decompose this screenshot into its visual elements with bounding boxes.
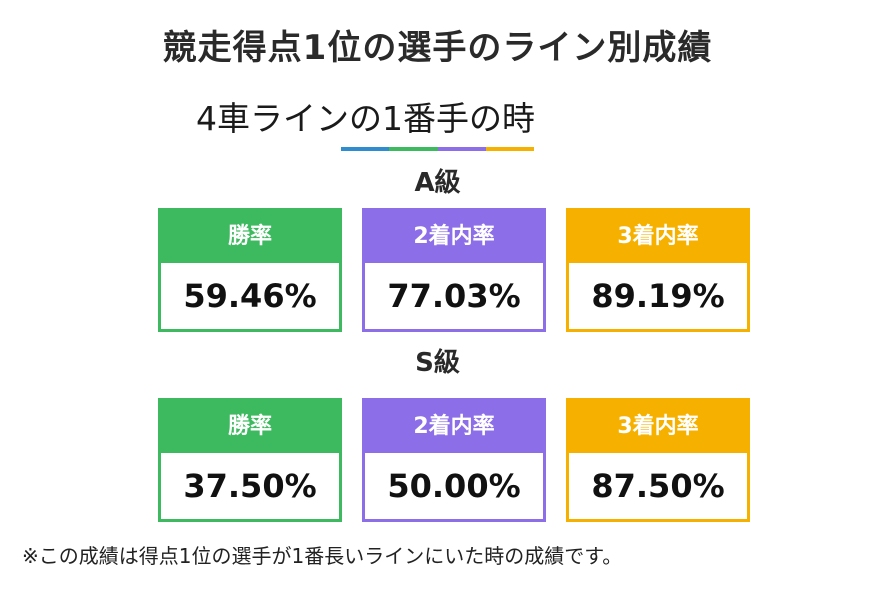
card-label: 2着内率 [365,211,543,263]
card-value: 77.03% [387,277,521,315]
card-a-top2-rate: 2着内率 77.03% [362,208,546,332]
card-label: 勝率 [161,401,339,453]
card-value: 59.46% [183,277,317,315]
divider-segment-green [389,147,438,151]
color-divider [341,147,534,151]
card-value: 37.50% [183,467,317,505]
card-a-top3-rate: 3着内率 89.19% [566,208,750,332]
page-title: 競走得点1位の選手のライン別成績 [162,28,713,68]
card-s-top2-rate: 2着内率 50.00% [362,398,546,522]
card-s-top3-rate: 3着内率 87.50% [566,398,750,522]
card-s-win-rate: 勝率 37.50% [158,398,342,522]
grade-a-label: A級 [414,168,461,198]
footnote: ※この成績は得点1位の選手が1番長いラインにいた時の成績です。 [22,544,623,568]
card-a-win-rate: 勝率 59.46% [158,208,342,332]
card-value: 89.19% [591,277,725,315]
grade-s-label: S級 [415,348,460,378]
divider-segment-purple [437,147,486,151]
card-label: 3着内率 [569,211,747,263]
card-value: 87.50% [591,467,725,505]
divider-segment-blue [341,147,390,151]
card-label: 2着内率 [365,401,543,453]
card-label: 3着内率 [569,401,747,453]
card-label: 勝率 [161,211,339,263]
card-value: 50.00% [387,467,521,505]
divider-segment-orange [485,147,534,151]
page-subtitle: 4車ラインの1番手の時 [196,99,535,138]
